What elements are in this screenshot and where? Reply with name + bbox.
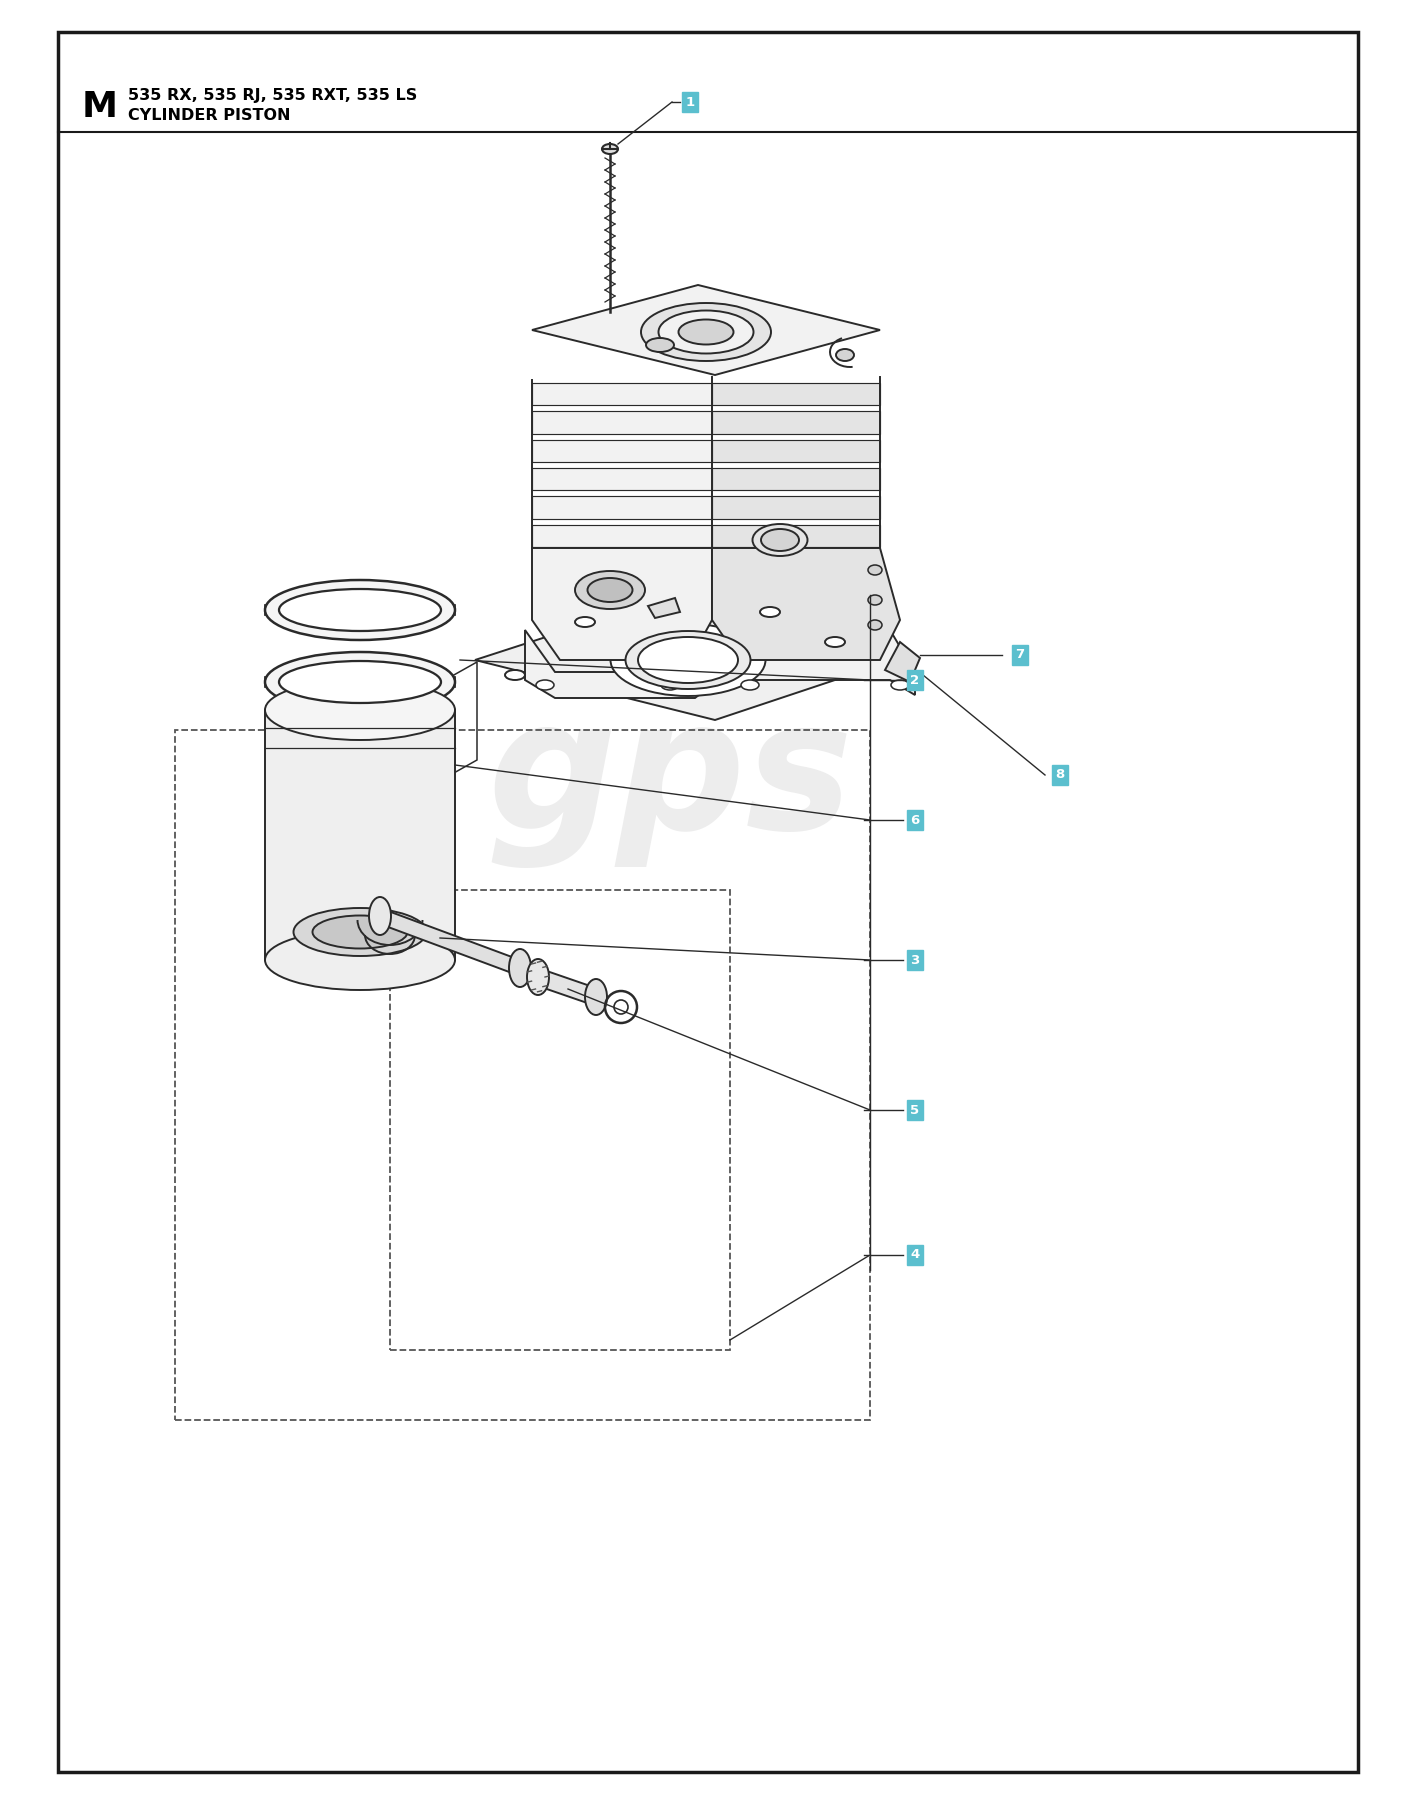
Polygon shape	[532, 468, 712, 490]
Text: 7: 7	[1015, 648, 1025, 662]
Ellipse shape	[505, 670, 525, 680]
Polygon shape	[381, 907, 520, 976]
Polygon shape	[712, 439, 880, 463]
Polygon shape	[885, 643, 919, 682]
Ellipse shape	[575, 571, 644, 608]
Text: 5: 5	[911, 1103, 919, 1116]
Text: 3: 3	[911, 954, 919, 967]
Ellipse shape	[265, 680, 455, 740]
Ellipse shape	[869, 596, 883, 605]
Polygon shape	[712, 497, 880, 518]
Ellipse shape	[836, 349, 854, 362]
Ellipse shape	[869, 565, 883, 574]
Ellipse shape	[313, 916, 407, 949]
Polygon shape	[532, 547, 712, 661]
Text: M: M	[82, 90, 118, 124]
Ellipse shape	[265, 652, 455, 713]
Ellipse shape	[611, 625, 766, 697]
Text: gps: gps	[486, 691, 853, 868]
Ellipse shape	[279, 589, 441, 632]
Ellipse shape	[293, 907, 426, 956]
Polygon shape	[532, 524, 712, 547]
Polygon shape	[525, 630, 915, 698]
Ellipse shape	[509, 949, 532, 986]
Bar	[175, 731, 870, 1420]
Ellipse shape	[742, 680, 759, 689]
Ellipse shape	[369, 896, 391, 934]
Polygon shape	[532, 383, 712, 405]
Text: 6: 6	[911, 814, 919, 826]
Polygon shape	[712, 547, 900, 661]
Polygon shape	[539, 968, 596, 1006]
Ellipse shape	[265, 580, 455, 641]
Ellipse shape	[613, 1001, 627, 1013]
Ellipse shape	[825, 637, 845, 646]
Ellipse shape	[753, 524, 808, 556]
Polygon shape	[532, 439, 712, 463]
Polygon shape	[475, 599, 895, 720]
Polygon shape	[712, 524, 880, 547]
Polygon shape	[712, 412, 880, 434]
Ellipse shape	[585, 979, 606, 1015]
Text: 1: 1	[685, 95, 695, 108]
Ellipse shape	[602, 144, 618, 155]
Ellipse shape	[536, 680, 554, 689]
Ellipse shape	[658, 310, 753, 353]
Text: CYLINDER PISTON: CYLINDER PISTON	[128, 108, 290, 122]
Ellipse shape	[678, 320, 733, 344]
Polygon shape	[649, 598, 680, 617]
Text: 535 RX, 535 RJ, 535 RXT, 535 LS: 535 RX, 535 RJ, 535 RXT, 535 LS	[128, 88, 417, 103]
Ellipse shape	[575, 617, 595, 626]
Polygon shape	[532, 412, 712, 434]
Text: 2: 2	[911, 673, 919, 686]
Ellipse shape	[279, 661, 441, 704]
Ellipse shape	[760, 607, 780, 617]
Polygon shape	[265, 709, 455, 959]
Text: 4: 4	[911, 1249, 919, 1262]
Ellipse shape	[642, 302, 771, 362]
Ellipse shape	[637, 637, 737, 682]
Ellipse shape	[761, 529, 799, 551]
Ellipse shape	[891, 680, 909, 689]
Polygon shape	[532, 284, 880, 374]
Polygon shape	[712, 383, 880, 405]
Polygon shape	[712, 468, 880, 490]
Ellipse shape	[527, 959, 548, 995]
Ellipse shape	[869, 619, 883, 630]
Ellipse shape	[588, 578, 633, 601]
Ellipse shape	[646, 338, 674, 353]
Ellipse shape	[626, 632, 750, 689]
Text: 8: 8	[1055, 769, 1065, 781]
Bar	[391, 889, 730, 1350]
Ellipse shape	[265, 931, 455, 990]
Ellipse shape	[661, 680, 680, 689]
Polygon shape	[532, 497, 712, 518]
